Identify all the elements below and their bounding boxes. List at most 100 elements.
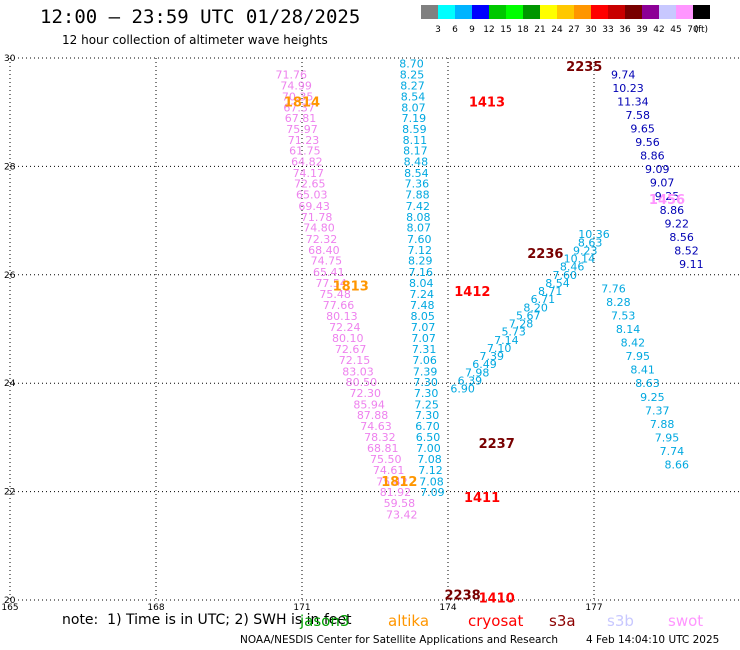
colorbar-tick-label: 6 (452, 25, 458, 35)
wave-height-point: 75.42 (376, 475, 408, 488)
colorbar-tick-label: 39 (636, 25, 648, 35)
wave-height-point: 74.63 (360, 420, 392, 433)
wave-height-point: 87.88 (357, 409, 389, 422)
x-tick-label: 168 (147, 603, 164, 610)
y-tick-label: 30 (4, 54, 16, 64)
wave-height-plot: 165 168 171 174 177 20 22 24 26 28 30 71.7674.9970.… (1, 54, 740, 610)
wave-height-point: 65.41 (313, 266, 345, 279)
wave-height-point: 7.10 (487, 342, 512, 355)
wave-height-point: 8.48 (404, 156, 429, 169)
y-tick-label: 24 (4, 379, 16, 389)
pass-time-label: 1456 (649, 193, 685, 208)
colorbar-tick-label: 30 (585, 25, 597, 35)
wave-height-point: 8.70 (399, 57, 424, 70)
wave-height-point: 7.30 (414, 387, 439, 400)
colorbar-swatch (438, 5, 455, 19)
wave-height-point: 72.32 (306, 233, 338, 246)
wave-height-point: 7.88 (405, 189, 430, 202)
wave-height-point: 75.48 (319, 288, 351, 301)
wave-height-point: 7.98 (465, 366, 490, 379)
legend-entry-swot: swot (668, 612, 704, 630)
wave-height-point: 7.88 (650, 418, 675, 431)
wave-height-point: 67.37 (283, 101, 315, 114)
colorbar-swatch (591, 5, 608, 19)
wave-height-point: 7.95 (655, 431, 680, 444)
legend-entry-s3a: s3a (549, 612, 576, 630)
wave-height-point: 61.75 (289, 145, 321, 158)
pass-time-label: 1813 (333, 280, 369, 295)
wave-height-point: 8.28 (606, 296, 631, 309)
wave-height-point: 8.25 (400, 68, 425, 81)
wave-height-point: 6.70 (415, 420, 440, 433)
wave-height-point: 10.14 (564, 253, 596, 266)
wave-height-point: 9.11 (679, 258, 704, 271)
wave-height-point: 7.12 (418, 464, 443, 477)
wave-height-point: 8.11 (403, 134, 428, 147)
wave-height-point: 10.23 (612, 82, 644, 95)
legend-entry-s3b: s3b (607, 612, 634, 630)
wave-height-point: 72.24 (329, 321, 361, 334)
wave-height-point: 8.05 (410, 310, 435, 323)
wave-height-point: 7.30 (415, 409, 440, 422)
pass-time-label: 1812 (381, 475, 417, 490)
wave-height-point: 6.39 (458, 374, 483, 387)
wave-height-point: 5.67 (516, 309, 541, 322)
wave-height-point: 77.66 (323, 299, 355, 312)
y-tick-label: 20 (4, 596, 16, 606)
wave-height-point: 80.50 (346, 376, 378, 389)
colorbar-swatch (693, 5, 710, 19)
colorbar-swatch (574, 5, 591, 19)
wave-height-point: 8.41 (630, 364, 655, 377)
colorbar-swatch (489, 5, 506, 19)
wave-height-point: 8.59 (402, 123, 427, 136)
wave-height-point: 7.42 (406, 200, 431, 213)
wave-height-point: 9.56 (635, 136, 660, 149)
wave-height-point: 8.14 (616, 323, 641, 336)
y-tick-label: 26 (4, 271, 16, 281)
colorbar-swatch (625, 5, 642, 19)
wave-height-point: 7.39 (480, 350, 505, 363)
colorbar-swatch (506, 5, 523, 19)
wave-height-point: 7.12 (408, 244, 433, 257)
wave-height-point: 85.94 (353, 398, 385, 411)
wave-height-point: 70.35 (282, 90, 314, 103)
wave-height-point: 7.53 (611, 309, 636, 322)
wave-height-point: 74.80 (303, 222, 335, 235)
colorbar-tick-label: 42 (653, 25, 664, 35)
wave-height-point: 8.54 (545, 277, 570, 290)
chart-subtitle: 12 hour collection of altimeter wave hei… (62, 33, 328, 47)
wave-height-point: 7.08 (419, 475, 444, 488)
wave-height-point: 9.07 (650, 177, 675, 190)
colorbar-tick-label: 33 (602, 25, 613, 35)
wave-height-point: 10.36 (578, 228, 610, 241)
wave-height-point: 8.86 (640, 150, 665, 163)
wave-height-point: 7.06 (412, 354, 437, 367)
wave-height-point: 8.07 (401, 101, 426, 114)
wave-height-point: 78.32 (364, 431, 396, 444)
colorbar-swatch (523, 5, 540, 19)
wave-height-point: 5.73 (501, 326, 526, 339)
wave-height-point: 64.82 (291, 156, 323, 169)
wave-height-point: 7.37 (645, 404, 670, 417)
wave-height-point: 8.66 (664, 459, 689, 472)
wave-height-point: 72.15 (339, 354, 371, 367)
wave-height-point: 77.54 (315, 277, 347, 290)
wave-height-point: 8.27 (400, 80, 425, 93)
wave-height-point: 75.50 (370, 453, 402, 466)
credit-line: NOAA/NESDIS Center for Satellite Applica… (240, 634, 558, 646)
colorbar-swatch (676, 5, 693, 19)
x-tick-label: 165 (1, 603, 18, 610)
legend-entry-cryosat: cryosat (468, 612, 524, 630)
wave-height-point: 80.13 (326, 310, 358, 323)
pass-time-label: 1411 (464, 491, 500, 506)
wave-height-point: 6.49 (472, 358, 497, 371)
wave-height-point: 7.25 (414, 398, 439, 411)
wave-height-point: 7.48 (410, 299, 435, 312)
x-tick-label: 171 (293, 603, 310, 610)
wave-height-point: 7.07 (411, 332, 436, 345)
wave-height-point: 8.71 (538, 285, 563, 298)
wave-height-point: 8.20 (523, 301, 548, 314)
wave-height-point: 80.10 (332, 332, 364, 345)
wave-height-point: 7.28 (509, 318, 534, 331)
wave-height-point: 72.67 (335, 343, 367, 356)
